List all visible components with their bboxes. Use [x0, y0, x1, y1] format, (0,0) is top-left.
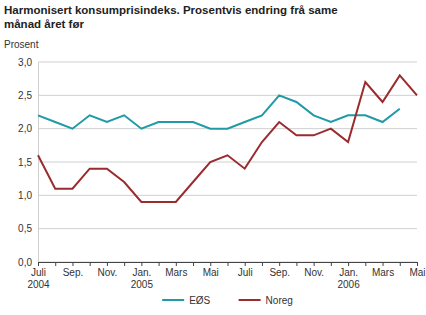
legend-label: Noreg — [266, 295, 293, 306]
legend-swatch — [239, 299, 261, 301]
x-tick-label: Jan.2006 — [337, 267, 360, 290]
x-tick — [193, 262, 194, 266]
x-tick: Mars — [165, 262, 187, 278]
x-tick-mark — [210, 262, 211, 266]
x-tick-mark — [400, 262, 401, 266]
x-tick — [55, 262, 56, 266]
x-tick-mark — [331, 262, 332, 266]
x-tick: Sep. — [63, 262, 84, 278]
y-tick: 3,0 — [18, 57, 38, 68]
x-tick — [331, 262, 332, 266]
x-tick-label: Juli2004 — [27, 267, 50, 290]
x-tick-label: Mars — [165, 267, 187, 278]
x-tick-mark — [417, 262, 418, 266]
x-tick — [228, 262, 229, 266]
series-line — [38, 95, 400, 128]
x-tick-mark — [107, 262, 108, 266]
x-tick: Jan.2006 — [337, 262, 360, 290]
x-tick-mark — [314, 262, 315, 266]
grid — [38, 62, 417, 262]
x-tick-mark — [38, 262, 39, 266]
x-tick-mark — [55, 262, 56, 266]
legend-item: EØS — [162, 295, 210, 306]
x-tick-mark — [193, 262, 194, 266]
x-tick — [262, 262, 263, 266]
y-tick: 0,5 — [18, 223, 38, 234]
x-tick: Juli — [238, 262, 253, 278]
y-axis-line — [38, 63, 39, 263]
y-tick-label: 1,0 — [18, 190, 32, 201]
x-tick-mark — [176, 262, 177, 266]
legend-swatch — [162, 299, 184, 301]
y-tick: 2,0 — [18, 123, 38, 134]
x-tick-label: Mars — [372, 267, 394, 278]
x-tick: Nov. — [97, 262, 117, 278]
y-tick-label: 2,5 — [18, 90, 32, 101]
x-tick-mark — [90, 262, 91, 266]
grid-line — [38, 228, 417, 229]
grid-line — [38, 195, 417, 196]
y-axis: 0,0 0,5 1,0 1,5 2,0 2,5 3,0 — [18, 57, 38, 268]
series-line — [38, 75, 417, 202]
x-tick-mark — [279, 262, 280, 266]
y-tick-label: 0,5 — [18, 223, 32, 234]
x-tick — [400, 262, 401, 266]
y-tick-label: 1,5 — [18, 157, 32, 168]
x-tick: Mars — [372, 262, 394, 278]
x-tick-label: Juli — [238, 267, 253, 278]
x-tick-mark — [124, 262, 125, 266]
x-tick-label: Sep. — [63, 267, 84, 278]
x-tick-mark — [296, 262, 297, 266]
x-tick-mark — [245, 262, 246, 266]
x-tick-label: Jan.2005 — [131, 267, 154, 290]
x-tick-label: Nov. — [304, 267, 324, 278]
x-axis: Juli2004 Sep. Nov. Jan.2005 Mars Mai Juli Sep. N… — [27, 262, 425, 290]
legend: EØS Noreg — [162, 295, 293, 306]
x-tick-mark — [159, 262, 160, 266]
x-tick-mark — [228, 262, 229, 266]
series-group — [38, 75, 417, 202]
x-tick — [296, 262, 297, 266]
y-tick-label: 0,0 — [18, 257, 32, 268]
y-tick-label: 2,0 — [18, 123, 32, 134]
chart: Harmonisert konsumprisindeks. Prosentvis… — [0, 0, 426, 315]
legend-item: Noreg — [239, 295, 293, 306]
x-tick-mark — [141, 262, 142, 266]
y-tick: 0,0 — [18, 257, 38, 268]
x-tick-label: Mai — [203, 267, 219, 278]
x-tick-mark — [72, 262, 73, 266]
y-tick-label: 3,0 — [18, 57, 32, 68]
plot: 0,0 0,5 1,0 1,5 2,0 2,5 3,0 Juli2004 Sep. Nov. Jan… — [18, 57, 425, 290]
x-tick — [90, 262, 91, 266]
x-tick-label: Sep. — [269, 267, 290, 278]
x-tick-mark — [262, 262, 263, 266]
grid-line — [38, 95, 417, 96]
x-tick-label: Nov. — [97, 267, 117, 278]
x-tick — [365, 262, 366, 266]
x-tick-label: Mai — [409, 267, 425, 278]
x-tick-mark — [383, 262, 384, 266]
grid-line — [38, 162, 417, 163]
y-tick: 2,5 — [18, 90, 38, 101]
grid-line — [38, 62, 417, 63]
x-tick: Jan.2005 — [131, 262, 154, 290]
x-tick: Juli2004 — [27, 262, 50, 290]
legend-label: EØS — [189, 295, 210, 306]
y-tick: 1,5 — [18, 157, 38, 168]
x-tick: Nov. — [304, 262, 324, 278]
y-tick: 1,0 — [18, 190, 38, 201]
x-tick: Mai — [203, 262, 219, 278]
x-tick-mark — [365, 262, 366, 266]
y-axis-title: Prosent — [4, 39, 39, 50]
x-tick: Sep. — [269, 262, 290, 278]
x-tick-mark — [348, 262, 349, 266]
title: Harmonisert konsumprisindeks. Prosentvis… — [4, 4, 338, 30]
x-tick: Mai — [409, 262, 425, 278]
x-tick — [159, 262, 160, 266]
x-tick — [124, 262, 125, 266]
